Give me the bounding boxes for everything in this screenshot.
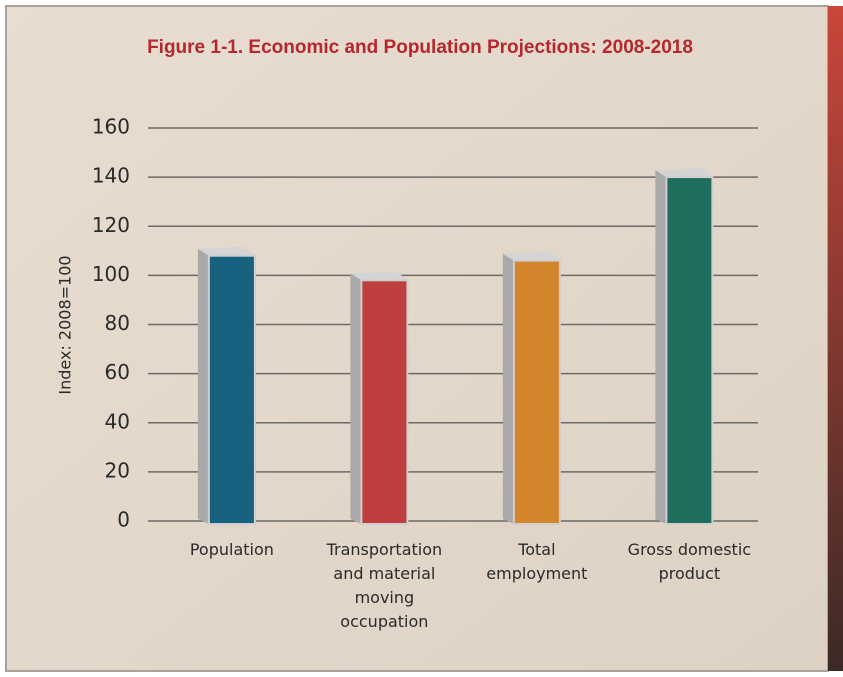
y-tick-label: 0 <box>117 508 130 532</box>
y-tick-label: 120 <box>92 213 130 237</box>
bar-front <box>665 176 714 525</box>
bar <box>350 271 409 525</box>
bar <box>502 251 561 525</box>
y-tick-label: 20 <box>105 458 130 482</box>
x-tick-label: Population <box>189 540 274 559</box>
x-tick-label-box: Population <box>189 540 274 559</box>
bar-top <box>655 168 713 178</box>
x-tick-label-box: Total employment <box>486 540 588 583</box>
x-tick-label: Gross domestic product <box>627 540 752 583</box>
bar-top <box>350 271 408 281</box>
bar-top <box>502 251 560 261</box>
y-tick-label: 160 <box>92 115 130 139</box>
y-tick-label: 100 <box>92 262 130 286</box>
bar-top <box>197 246 255 256</box>
bar-front <box>360 279 409 525</box>
bar-side <box>350 273 362 524</box>
x-tick-label-box: Gross domestic product <box>627 540 752 583</box>
y-tick-label: 60 <box>105 360 130 384</box>
bar-side <box>655 170 667 524</box>
x-tick-label: Total employment <box>486 540 588 583</box>
chart-title: Figure 1-1. Economic and Population Proj… <box>147 37 693 58</box>
bar-side <box>502 253 514 524</box>
bar <box>655 168 714 525</box>
y-tick-label: 40 <box>105 409 130 433</box>
x-tick-label: Transportation and material moving occup… <box>326 540 443 631</box>
y-tick-label: 140 <box>92 164 130 188</box>
bar-side <box>197 248 209 524</box>
bar-front <box>207 254 256 525</box>
x-tick-label-box: Transportation and material moving occup… <box>326 540 443 631</box>
bar <box>197 246 256 525</box>
bar-front <box>512 259 561 525</box>
y-tick-label: 80 <box>105 311 130 335</box>
edge-strip <box>828 6 843 671</box>
y-axis-label: Index: 2008=100 <box>56 255 75 394</box>
